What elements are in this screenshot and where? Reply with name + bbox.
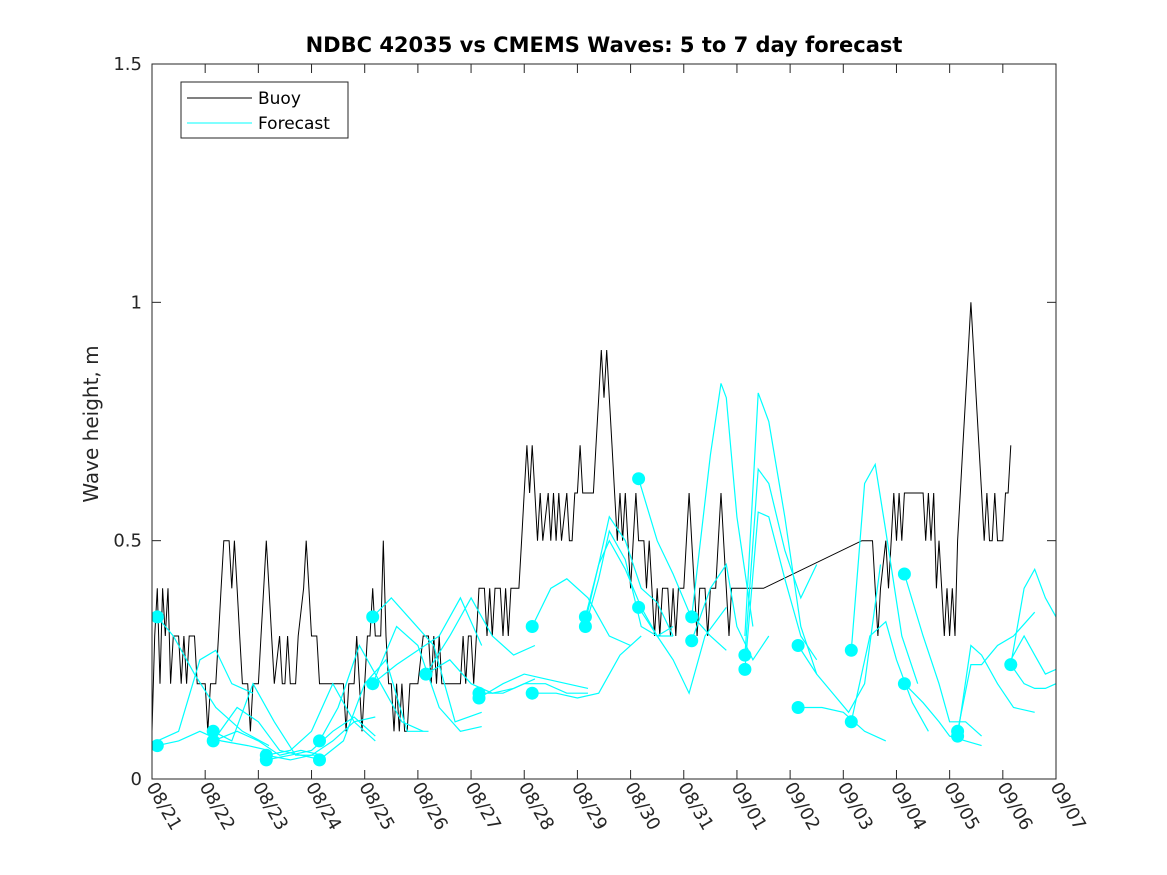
forecast-run-line-13 [372, 596, 483, 685]
forecast-run-line-23 [638, 478, 727, 651]
forecast-run-line-5 [212, 706, 323, 761]
forecast-start-marker [951, 729, 965, 743]
forecast-start-marker [791, 639, 805, 652]
forecast-start-marker [366, 677, 380, 691]
forecast-start-marker [206, 734, 220, 748]
forecast-start-marker [632, 600, 646, 614]
y-tick-label: 1 [131, 292, 142, 313]
chart-title: NDBC 42035 vs CMEMS Waves: 5 to 7 day fo… [306, 33, 903, 57]
forecast-start-marker [152, 739, 164, 753]
forecast-start-marker [791, 701, 805, 714]
forecast-run-line-11 [372, 597, 482, 723]
forecast-start-marker [152, 610, 164, 624]
forecast-run-line-24 [638, 607, 727, 695]
forecast-start-marker [206, 724, 220, 738]
forecast-start-marker [472, 691, 486, 705]
forecast-start-marker [525, 620, 539, 633]
axes-box [151, 63, 1057, 780]
forecast-run-line-36 [957, 644, 1035, 737]
forecast-run-line-29 [744, 392, 818, 675]
plot-area [152, 302, 1056, 767]
forecast-start-marker [525, 686, 539, 700]
forecast-start-marker [259, 753, 273, 767]
forecast-start-marker [313, 753, 326, 767]
forecast-run-line-10 [319, 658, 429, 761]
legend-buoy-label: Buoy [258, 89, 301, 109]
forecast-start-marker [897, 567, 911, 581]
forecast-run-line-31 [798, 706, 887, 742]
forecast-start-marker [419, 667, 433, 681]
forecast-start-marker [738, 648, 752, 662]
legend-forecast-label: Forecast [258, 114, 330, 134]
y-tick-label: 0.5 [113, 531, 142, 552]
forecast-run-line-26 [691, 562, 770, 662]
forecast-run-line-30 [797, 564, 882, 714]
legend: Buoy Forecast [180, 81, 349, 139]
forecast-start-marker [632, 472, 646, 486]
forecast-run-line-33 [850, 620, 929, 732]
forecast-start-marker [1004, 658, 1018, 672]
y-tick-label: 0 [131, 769, 142, 790]
forecast-start-marker [685, 610, 699, 624]
y-tick-label: 1.5 [113, 54, 142, 75]
forecast-run-line-4 [212, 730, 323, 756]
forecast-start-marker [844, 643, 858, 657]
forecast-run-line-28 [744, 511, 818, 670]
forecast-run-line-17 [479, 683, 588, 694]
forecast-start-marker [578, 620, 592, 633]
forecast-run-line-6 [266, 682, 376, 756]
forecast-run-line-25 [691, 383, 754, 627]
forecast-start-marker [738, 662, 752, 676]
buoy-series-line [152, 302, 1012, 732]
forecast-start-marker [685, 634, 699, 648]
y-axis-label: Wave height, m [79, 345, 103, 502]
forecast-run-line-35 [903, 683, 982, 747]
forecast-run-line-40 [1010, 664, 1056, 690]
data-series [152, 302, 1056, 767]
forecast-run-line-38 [1010, 567, 1056, 665]
forecast-run-line-34 [903, 573, 982, 737]
forecast-start-marker [366, 610, 380, 624]
forecast-start-marker [844, 715, 858, 729]
forecast-start-marker [578, 610, 592, 624]
legend-box [180, 81, 349, 139]
forecast-run-line-14 [425, 596, 536, 675]
forecast-run-line-16 [478, 673, 589, 699]
forecast-run-line-32 [850, 462, 919, 684]
forecast-start-marker [897, 677, 911, 691]
forecast-run-line-8 [266, 716, 376, 761]
forecast-run-line-2 [157, 649, 254, 742]
forecast-run-line-0 [156, 616, 270, 747]
forecast-run-line-27 [744, 467, 818, 656]
forecast-start-marker [313, 734, 326, 748]
forecast-run-line-18 [531, 578, 631, 647]
forecast-run-line-39 [1010, 634, 1056, 675]
forecast-run-line-19 [532, 635, 642, 699]
